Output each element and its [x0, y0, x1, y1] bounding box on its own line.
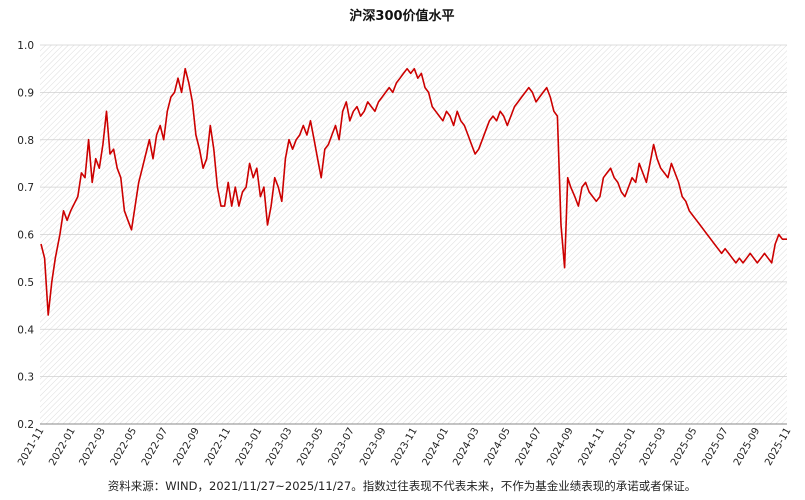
chart-title: 沪深300价值水平: [349, 8, 454, 24]
y-tick-label: 0.2: [17, 419, 34, 431]
x-tick-label: 2025-03: [638, 426, 668, 468]
x-tick-label: 2024-01: [421, 426, 451, 468]
x-tick-label: 2023-11: [389, 426, 419, 468]
x-tick-label: 2022-05: [109, 426, 139, 468]
x-tick-label: 2024-09: [545, 426, 575, 468]
x-tick-label: 2023-05: [295, 426, 325, 468]
x-tick-label: 2022-09: [172, 426, 202, 468]
x-tick-label: 2024-05: [482, 426, 512, 468]
series-line: [40, 67, 787, 316]
x-tick-label: 2023-09: [358, 426, 388, 468]
x-tick-label: 2024-07: [514, 426, 544, 468]
y-tick-label: 0.9: [17, 87, 34, 99]
y-tick-label: 0.4: [17, 324, 34, 336]
y-axis: 0.2 0.3 0.4 0.5 0.6 0.7 0.8 0.9 1.0: [17, 40, 34, 431]
x-tick-label: 2025-05: [669, 426, 699, 468]
x-tick-label: 2022-07: [140, 426, 170, 468]
y-tick-label: 0.6: [17, 230, 34, 242]
x-tick-label: 2025-09: [732, 426, 762, 468]
x-tick-label: 2023-01: [234, 426, 264, 468]
x-tick-label: 2025-01: [608, 426, 638, 468]
y-tick-label: 0.8: [17, 135, 34, 147]
x-tick-label: 2024-03: [451, 426, 481, 468]
x-tick-label: 2024-11: [577, 426, 607, 468]
x-tick-label: 2023-03: [264, 426, 294, 468]
x-tick-label: 2022-03: [78, 426, 108, 468]
x-tick-label: 2022-01: [47, 426, 77, 468]
x-tick-label: 2025-07: [700, 426, 730, 468]
x-axis: 2021-11 2022-01 2022-03 2022-05 2022-07 2022-…: [16, 423, 794, 468]
y-tick-label: 0.5: [17, 277, 34, 289]
x-tick-label: 2022-11: [203, 426, 233, 468]
x-tick-label: 2023-07: [327, 426, 357, 468]
series: [40, 67, 787, 316]
y-tick-label: 0.7: [17, 182, 34, 194]
y-tick-label: 0.3: [17, 372, 34, 384]
y-tick-label: 1.0: [17, 40, 34, 52]
x-tick-label: 2025-11: [763, 426, 793, 468]
source-note: 资料来源：WIND，2021/11/27~2025/11/27。指数过往表现不代…: [108, 479, 696, 493]
x-tick-label: 2021-11: [16, 426, 46, 468]
